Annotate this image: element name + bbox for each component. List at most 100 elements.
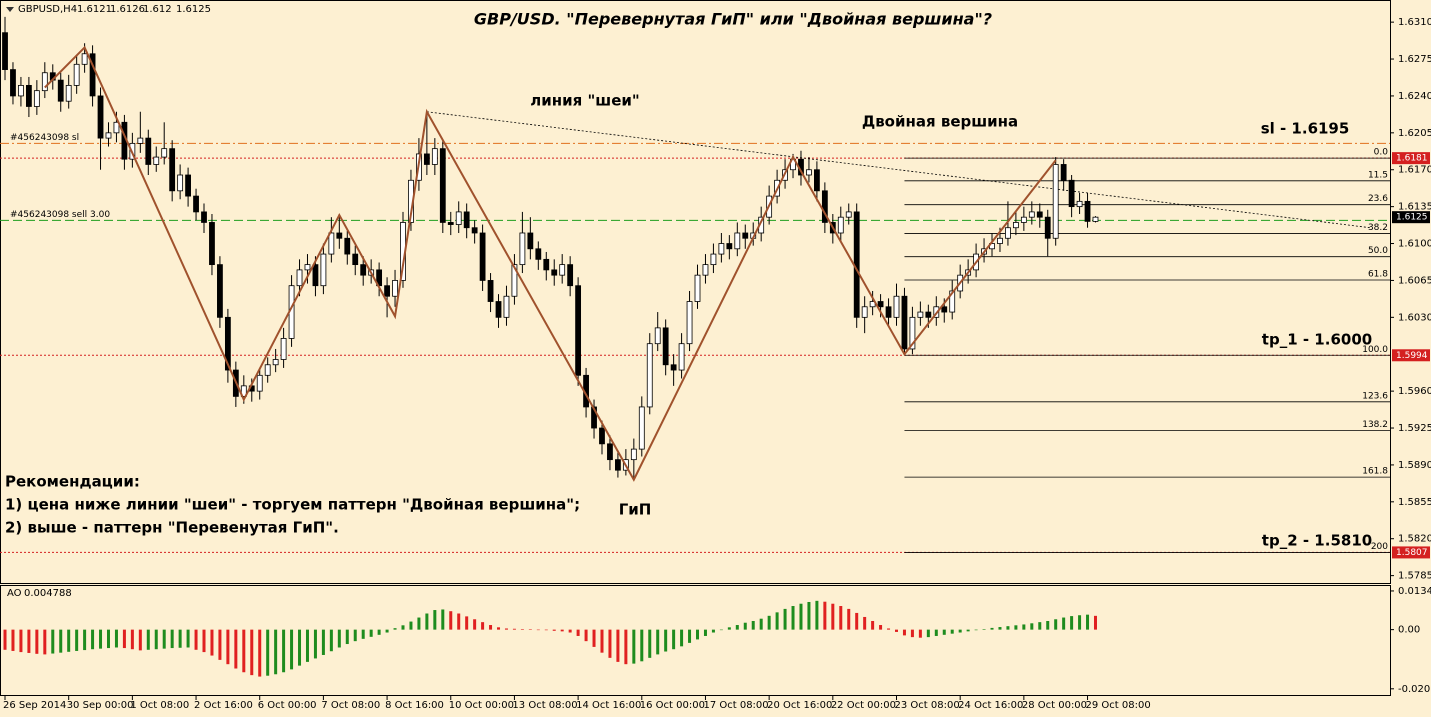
ao-bar — [536, 629, 540, 631]
candle-body — [702, 264, 709, 276]
x-tick-label: 14 Oct 16:00 — [576, 700, 641, 711]
candle-body — [153, 156, 160, 165]
ao-bar — [385, 629, 389, 633]
candle-body — [837, 216, 844, 234]
ao-bar — [664, 629, 668, 652]
ao-bar — [576, 629, 580, 636]
candle-body — [495, 301, 502, 318]
header-high: 1.6126 — [110, 4, 145, 15]
y-tick-label: 1.5855 — [1398, 497, 1431, 508]
fibo-label: 100.0 — [1362, 345, 1388, 355]
x-tick-label: 22 Oct 00:00 — [831, 700, 896, 711]
ao-bar — [855, 612, 859, 630]
order-label: #456243098 sl — [10, 133, 79, 143]
ao-bar — [51, 629, 55, 654]
order-label: #456243098 sell 3.00 — [10, 210, 110, 220]
y-tick-label: 1.5785 — [1398, 571, 1431, 582]
ao-bar — [863, 616, 867, 630]
candle-body — [137, 137, 144, 144]
fibo-label: 0.0 — [1374, 148, 1389, 158]
ao-bar — [592, 629, 596, 647]
ao-bar — [321, 629, 325, 655]
ao-bar — [274, 629, 278, 675]
ao-bar — [481, 622, 485, 630]
candle-body — [65, 84, 72, 102]
ao-bar — [1046, 620, 1050, 630]
ao-bar — [727, 627, 731, 630]
candle-body — [312, 264, 319, 287]
fibo-label: 200 — [1371, 542, 1388, 552]
ao-bar — [974, 629, 978, 631]
note: 2) выше - паттерн "Перевенутая ГиП". — [5, 519, 339, 537]
ao-bar — [337, 629, 341, 648]
ao-bar — [1030, 623, 1034, 630]
ao-bar — [35, 629, 39, 654]
candle-body — [527, 232, 534, 250]
x-tick-label: 30 Sep 00:00 — [67, 700, 134, 711]
header-low: 1.612 — [143, 4, 172, 15]
ao-bar — [600, 629, 604, 653]
ao-bar — [122, 629, 126, 649]
y-tick-label: 1.6310 — [1398, 17, 1431, 28]
candle-body — [861, 306, 868, 318]
ao-bar — [807, 601, 811, 630]
y-tick-label: 1.6065 — [1398, 275, 1431, 286]
y-tick-label: 1.5820 — [1398, 534, 1431, 545]
ao-bar — [942, 629, 946, 635]
ao-bar — [1054, 619, 1058, 630]
ao-bar — [512, 628, 516, 630]
candle-body — [360, 264, 367, 276]
ao-bar — [966, 629, 970, 632]
candle-body — [1076, 200, 1083, 208]
candle-body — [941, 306, 948, 313]
ao-bar — [162, 629, 166, 649]
ao-bar — [902, 629, 906, 636]
candle-body — [344, 237, 351, 255]
x-tick-label: 1 Oct 08:00 — [130, 700, 189, 711]
ao-bar — [759, 618, 763, 630]
ao-bar — [250, 629, 254, 676]
ao-bar — [19, 629, 23, 653]
ao-bar — [369, 629, 373, 637]
candle-body — [177, 174, 184, 192]
candle-body — [551, 269, 558, 276]
candle-body — [73, 63, 80, 86]
ao-bar — [831, 603, 835, 630]
candle-body — [10, 69, 16, 97]
ao-bar — [361, 629, 365, 639]
x-tick-label: 7 Oct 08:00 — [321, 700, 380, 711]
ao-bar — [839, 606, 843, 630]
ao-bar — [305, 629, 309, 662]
fibo-label: 61.8 — [1368, 269, 1388, 279]
ao-bar — [75, 629, 79, 651]
ao-bar — [783, 608, 787, 630]
current-price-label: 1.6125 — [1396, 213, 1428, 223]
annotation: tp_2 - 1.5810 — [1262, 532, 1372, 550]
ao-bar — [847, 608, 851, 630]
candle-body — [845, 211, 852, 218]
ao-bar — [67, 629, 71, 652]
ao-bar — [703, 629, 707, 636]
candle-body — [710, 253, 717, 266]
ao-bar — [186, 629, 190, 648]
candle-body — [185, 174, 191, 197]
candle-body — [1060, 164, 1067, 181]
price-tag — [1392, 546, 1430, 559]
candle-body — [272, 359, 279, 366]
chart-title: GBP/USD. "Перевернутая ГиП" или "Двойная… — [474, 10, 992, 29]
fibo-label: 123.6 — [1362, 391, 1388, 401]
menu-icon[interactable] — [6, 7, 14, 12]
ao-bar — [528, 629, 532, 630]
ao-bar — [146, 629, 150, 650]
ao-bar — [504, 628, 508, 630]
candle-body — [742, 232, 749, 239]
indicator-value: 0.004788 — [24, 588, 72, 599]
candle-body — [264, 364, 271, 376]
note: 1) цена ниже линии "шеи" - торгуем патте… — [5, 496, 580, 514]
y-tick-label: 1.6170 — [1398, 165, 1431, 176]
annotation: Двойная вершина — [862, 113, 1018, 131]
ao-bar — [656, 629, 660, 655]
candle-body — [439, 148, 446, 223]
